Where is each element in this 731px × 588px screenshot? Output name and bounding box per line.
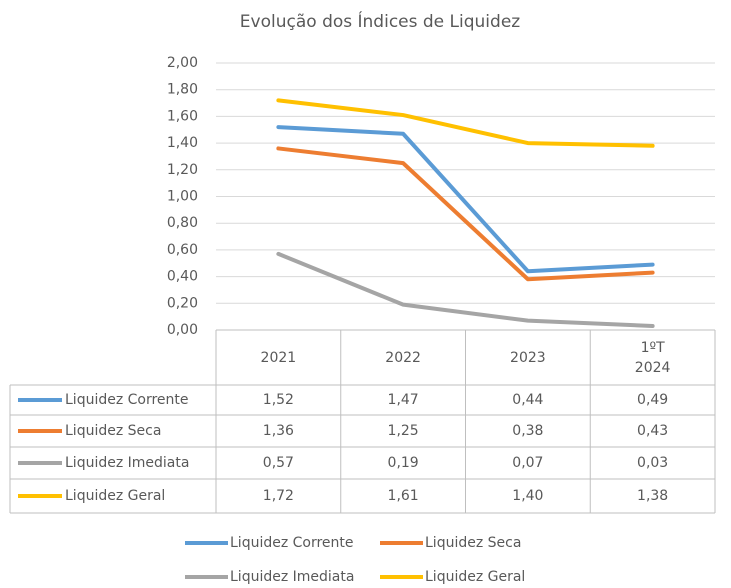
y-tick-label: 0,60 <box>167 242 198 258</box>
table-value: 1,40 <box>512 488 543 504</box>
table-header: 2021 <box>216 332 341 383</box>
table-value: 1,25 <box>388 423 419 439</box>
table-value: 0,57 <box>263 455 294 471</box>
table-value: 0,19 <box>388 455 419 471</box>
x-tick-label: 2023 <box>510 349 546 366</box>
table-header: 2022 <box>341 332 466 383</box>
line-series <box>276 146 655 282</box>
y-tick-label: 1,60 <box>167 108 198 124</box>
table-row-label: Liquidez Corrente <box>65 392 189 408</box>
table-header: 1ºT 2024 <box>590 332 715 383</box>
legend-label: Liquidez Corrente <box>230 535 354 551</box>
table-row-label: Liquidez Seca <box>65 423 161 439</box>
table-row-label: Liquidez Imediata <box>65 455 189 471</box>
y-tick-label: 0,20 <box>167 295 198 311</box>
y-tick-label: 0,80 <box>167 215 198 231</box>
legend-label: Liquidez Seca <box>425 535 521 551</box>
table-value: 0,03 <box>637 455 668 471</box>
line-series <box>276 125 655 274</box>
y-tick-label: 0,40 <box>167 269 198 285</box>
table-value: 1,72 <box>263 488 294 504</box>
legend-label: Liquidez Imediata <box>230 569 354 585</box>
table-value: 1,47 <box>388 392 419 408</box>
y-tick-label: 0,00 <box>167 322 198 338</box>
header-cell: 2022 <box>341 332 466 383</box>
table-value: 0,43 <box>637 423 668 439</box>
table-row-label: Liquidez Geral <box>65 488 165 504</box>
y-tick-label: 1,20 <box>167 162 198 178</box>
y-tick-label: 1,00 <box>167 189 198 205</box>
table-value: 0,49 <box>637 392 668 408</box>
y-tick-label: 1,80 <box>167 82 198 98</box>
y-tick-label: 2,00 <box>167 55 198 71</box>
line-series <box>276 98 655 148</box>
chart-title: Evolução dos Índices de Liquidez <box>240 10 520 32</box>
header-cell: 2023 <box>466 332 591 383</box>
table-header: 2023 <box>466 332 591 383</box>
line-series <box>276 251 655 328</box>
legend-label: Liquidez Geral <box>425 569 525 585</box>
table-value: 1,52 <box>263 392 294 408</box>
table-value: 1,38 <box>637 488 668 504</box>
table-value: 0,44 <box>512 392 543 408</box>
header-cell: 2021 <box>216 332 341 383</box>
table-value: 0,07 <box>512 455 543 471</box>
x-tick-label: 2022 <box>385 349 421 366</box>
y-tick-label: 1,40 <box>167 135 198 151</box>
x-tick-label: 2021 <box>260 349 297 366</box>
table-value: 1,61 <box>388 488 419 504</box>
table-value: 0,38 <box>512 423 543 439</box>
header-cell: 1ºT 2024 <box>590 332 715 383</box>
x-tick-label: 1ºT 2024 <box>634 339 671 376</box>
table-value: 1,36 <box>263 423 294 439</box>
